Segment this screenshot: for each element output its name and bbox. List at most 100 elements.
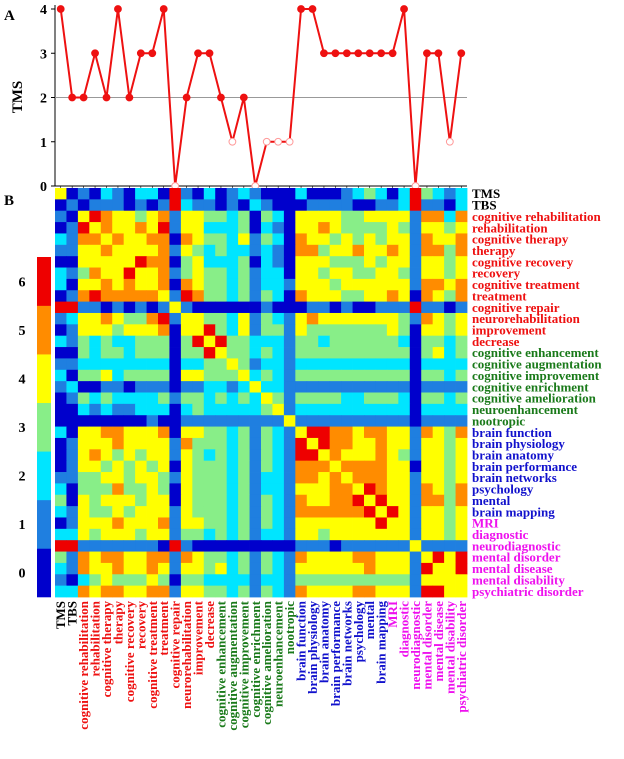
heatmap-cell — [203, 403, 216, 416]
heatmap-cell — [329, 256, 342, 268]
heatmap-cell — [409, 562, 422, 575]
heatmap-cell — [249, 301, 262, 314]
heatmap-cell — [432, 358, 445, 371]
heatmap-cell — [55, 562, 67, 575]
heatmap-cell — [203, 290, 216, 303]
heatmap-cell — [375, 551, 388, 564]
heatmap-cell — [203, 483, 216, 496]
heatmap-cell — [249, 324, 262, 337]
heatmap-cell — [318, 517, 331, 530]
heatmap-cell — [146, 574, 159, 587]
heatmap-cell — [89, 528, 102, 541]
column-label: brain function — [294, 600, 309, 681]
heatmap-cell — [169, 415, 182, 427]
heatmap-cell — [158, 312, 170, 325]
heatmap-cell — [123, 540, 136, 552]
heatmap-cell — [180, 528, 193, 541]
heatmap-cell — [261, 483, 273, 496]
heatmap-cell — [66, 392, 79, 405]
heatmap-cell — [123, 312, 136, 325]
heatmap-cell — [398, 540, 411, 552]
heatmap-cell — [192, 437, 205, 450]
heatmap-cell — [261, 358, 273, 371]
heatmap-cell — [100, 312, 113, 325]
heatmap-cell — [169, 244, 182, 257]
heatmap-cell — [295, 358, 308, 371]
heatmap-cell — [123, 381, 136, 393]
heatmap-cell — [306, 210, 319, 223]
heatmap-cell — [318, 267, 331, 280]
heatmap-cell — [283, 210, 296, 223]
heatmap-cell — [226, 312, 239, 325]
heatmap-cell — [66, 335, 79, 348]
heatmap-cell — [272, 335, 285, 348]
heatmap-cell — [398, 335, 411, 348]
heatmap-cell — [272, 256, 285, 268]
heatmap-cell — [421, 392, 434, 405]
heatmap-cell — [444, 585, 456, 598]
data-point — [365, 49, 374, 58]
heatmap-cell — [409, 517, 422, 530]
heatmap-cell — [158, 585, 170, 598]
heatmap-cell — [409, 540, 422, 552]
row-label: neurodiagnostic — [472, 538, 561, 553]
data-point — [217, 93, 225, 102]
heatmap-cell — [89, 233, 102, 246]
heatmap-cell — [158, 233, 170, 246]
row-label: psychology — [472, 482, 534, 497]
heatmap-cell — [158, 392, 170, 405]
panel-a-ylabel: TMS — [10, 81, 26, 114]
heatmap-cell — [192, 256, 205, 268]
heatmap-cell — [386, 301, 399, 314]
heatmap-cell — [329, 528, 342, 541]
heatmap-cell — [295, 347, 308, 359]
heatmap-cell — [89, 244, 102, 257]
heatmap-cell — [261, 392, 273, 405]
heatmap-cell — [89, 517, 102, 530]
heatmap-cell — [295, 188, 308, 200]
heatmap-cell — [135, 415, 147, 427]
heatmap-cell — [329, 358, 342, 371]
heatmap-cell — [238, 403, 250, 416]
heatmap-cell — [386, 426, 399, 439]
heatmap-cell — [112, 381, 125, 393]
heatmap-cell — [295, 324, 308, 337]
heatmap-cell — [455, 290, 468, 303]
heatmap-cell — [215, 449, 228, 462]
heatmap-cell — [100, 426, 113, 439]
heatmap-cell — [169, 324, 182, 337]
column-label: brain anatomy — [316, 601, 331, 683]
heatmap-cell — [364, 324, 376, 337]
heatmap-cell — [398, 415, 411, 427]
heatmap-cell — [295, 244, 308, 257]
heatmap-cell — [215, 585, 228, 598]
heatmap-cell — [146, 415, 159, 427]
heatmap-cell — [158, 347, 170, 359]
heatmap-cell — [215, 199, 228, 212]
heatmap-cell — [444, 335, 456, 348]
heatmap-cell — [169, 312, 182, 325]
heatmap-cell — [226, 472, 239, 484]
heatmap-cell — [409, 222, 422, 234]
heatmap-cell — [180, 267, 193, 280]
heatmap-cell — [352, 188, 365, 200]
heatmap-cell — [295, 460, 308, 473]
heatmap-cell — [386, 369, 399, 382]
heatmap-cell — [238, 210, 250, 223]
heatmap-cell — [295, 335, 308, 348]
heatmap-cell — [444, 290, 456, 303]
heatmap-cell — [112, 358, 125, 371]
heatmap-cell — [249, 506, 262, 518]
heatmap-cell — [398, 517, 411, 530]
heatmap-cell — [77, 437, 90, 450]
heatmap-cell — [329, 278, 342, 291]
heatmap-cell — [66, 517, 79, 530]
heatmap-cell — [215, 358, 228, 371]
heatmap-cell — [238, 426, 250, 439]
heatmap-cell — [192, 267, 205, 280]
heatmap-cell — [455, 540, 468, 552]
heatmap-cell — [409, 324, 422, 337]
heatmap-cell — [295, 506, 308, 518]
heatmap-cell — [215, 506, 228, 518]
heatmap-cell — [375, 222, 388, 234]
